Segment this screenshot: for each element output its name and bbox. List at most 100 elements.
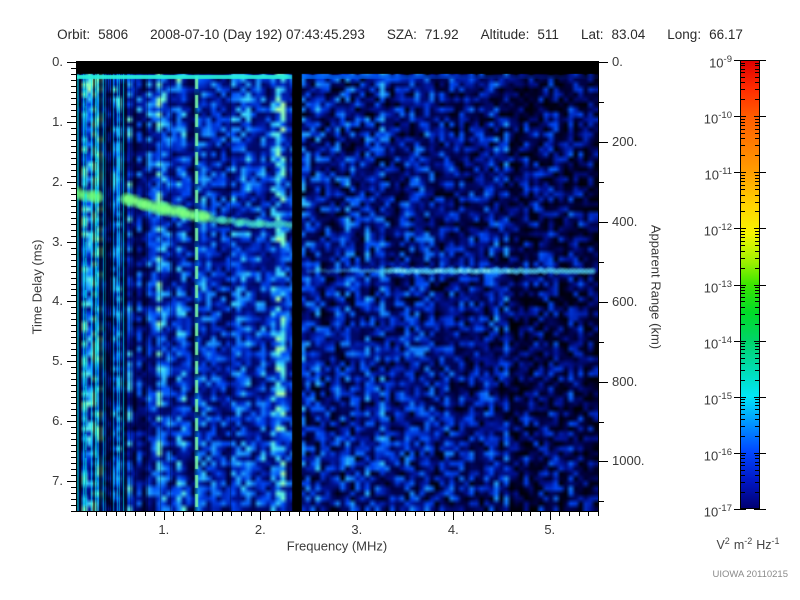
colorbar-tick-label: 10-15 (703, 390, 732, 408)
colorbar-tick (755, 349, 759, 351)
y-left-tick-label: 2. (52, 173, 63, 189)
y-right-tick-label: 0. (612, 54, 623, 69)
x-tick-label: 2. (254, 522, 266, 537)
x-minor-tick (337, 512, 339, 516)
colorbar-tick (741, 62, 745, 64)
sza-label: SZA: (386, 27, 417, 42)
altitude-value: 511 (537, 27, 559, 42)
colorbar-tick (755, 475, 759, 477)
colorbar-tick (754, 340, 766, 342)
y-left-minor-tick (71, 223, 76, 225)
colorbar-tick (755, 296, 759, 298)
y-left-tick-label: 7. (52, 473, 63, 489)
colorbar-tick (734, 60, 746, 61)
colorbar-tick (755, 257, 759, 259)
y-left-minor-tick (71, 277, 76, 279)
lat-field: Lat: 83.04 (581, 27, 645, 42)
colorbar-tick (755, 369, 759, 371)
y-left-minor-tick (71, 199, 76, 201)
y-left-minor-tick (71, 415, 76, 417)
x-minor-tick (250, 512, 252, 516)
y-left-minor-tick (71, 451, 76, 453)
colorbar-tick (741, 369, 745, 371)
colorbar-tick (755, 399, 759, 401)
colorbar-tick (755, 62, 759, 64)
x-minor-tick (327, 512, 329, 516)
y-left-major-tick (67, 361, 76, 363)
colorbar-tick (755, 461, 759, 463)
colorbar-tick (741, 65, 745, 67)
colorbar-tick (741, 357, 745, 359)
colorbar-tick (741, 194, 745, 196)
colorbar-tick (741, 145, 745, 147)
colorbar-tick (755, 402, 759, 404)
colorbar-tick (754, 116, 766, 118)
colorbar-tick (755, 233, 759, 235)
colorbar-tick (741, 250, 745, 252)
x-minor-tick (183, 512, 185, 516)
colorbar-tick (741, 233, 745, 235)
x-minor-tick (202, 512, 204, 516)
y-left-tick-label: 6. (52, 413, 63, 429)
y-right-major-tick (599, 461, 608, 463)
colorbar-tick (741, 245, 745, 247)
header-info: Orbit: 5806 2008-07-10 (Day 192) 07:43:45… (0, 27, 800, 43)
colorbar-tick (741, 82, 745, 84)
colorbar-tick (734, 116, 746, 118)
x-minor-tick (289, 512, 291, 516)
x-minor-tick (520, 512, 522, 516)
colorbar-tick-label: 10-16 (703, 446, 732, 464)
colorbar-tick (755, 458, 759, 460)
colorbar-tick (755, 177, 759, 179)
colorbar-tick (755, 68, 759, 70)
x-minor-tick (347, 512, 349, 516)
x-minor-tick (231, 512, 233, 516)
y-left-minor-tick (71, 157, 76, 159)
x-minor-tick (559, 512, 561, 516)
y-left-minor-tick (71, 433, 76, 435)
y-right-major-tick (599, 381, 608, 383)
y-left-minor-tick (71, 73, 76, 75)
colorbar-tick (754, 172, 766, 174)
x-minor-tick (569, 512, 571, 516)
y-left-minor-tick (71, 439, 76, 441)
colorbar-tick (741, 211, 745, 213)
x-tick-label: 5. (544, 522, 556, 537)
y-left-minor-tick (71, 169, 76, 171)
y-left-minor-tick (71, 499, 76, 501)
colorbar-tick (741, 201, 745, 203)
x-minor-tick (482, 512, 484, 516)
colorbar-tick (755, 133, 759, 135)
x-minor-tick (125, 512, 127, 516)
colorbar-tick (741, 413, 745, 415)
x-minor-tick (598, 512, 599, 516)
colorbar-tick (741, 323, 745, 325)
y-left-minor-tick (71, 331, 76, 333)
colorbar-tick (741, 475, 745, 477)
colorbar-tick-label: 10-12 (703, 222, 732, 239)
x-minor-tick (173, 512, 175, 516)
y-left-minor-tick (71, 313, 76, 315)
credit-text: UIOWA 20110215 (712, 569, 788, 580)
y-left-minor-tick (71, 379, 76, 381)
colorbar-tick (741, 287, 745, 289)
colorbar-tick (755, 240, 759, 242)
colorbar-tick (734, 509, 746, 510)
y-left-minor-tick (71, 103, 76, 105)
y-left-minor-tick (71, 235, 76, 237)
y-left-minor-tick (71, 265, 76, 267)
colorbar-tick (741, 174, 745, 176)
x-minor-tick (578, 512, 580, 516)
y-left-minor-tick (71, 151, 76, 153)
colorbar-tick (741, 458, 745, 460)
sza-field: SZA: 71.92 (387, 27, 459, 42)
colorbar-tick (755, 419, 759, 421)
colorbar-tick (755, 201, 759, 203)
colorbar-tick (741, 435, 745, 437)
long-field: Long: 66.17 (667, 27, 743, 42)
y-left-minor-tick (71, 139, 76, 141)
colorbar-tick (755, 346, 759, 348)
y-left-minor-tick (71, 97, 76, 99)
colorbar-tick (754, 452, 766, 454)
y-left-minor-tick (71, 85, 76, 87)
